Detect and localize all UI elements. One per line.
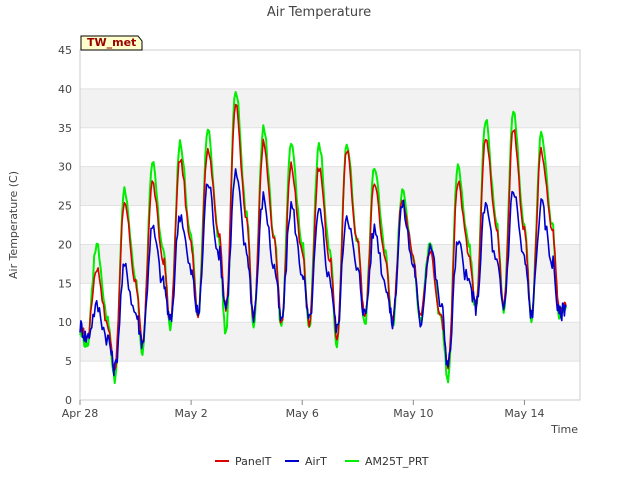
y-tick-label: 5 (65, 355, 72, 368)
series-line-panelt (79, 103, 567, 372)
legend-label: PanelT (235, 455, 272, 468)
y-axis-label: Air Temperature (C) (7, 171, 20, 279)
x-axis-label: Time (550, 423, 578, 436)
station-label: TW_met (87, 36, 136, 49)
x-axis-ticks: Apr 28 May 2 May 6 May 10 May 14 (62, 400, 545, 420)
y-tick-label: 35 (58, 122, 72, 135)
legend-label: AirT (305, 455, 327, 468)
chart-title: Air Temperature (267, 5, 371, 20)
x-tick-label: May 2 (174, 407, 207, 420)
y-tick-label: 45 (58, 44, 72, 57)
y-tick-label: 0 (65, 394, 72, 407)
legend: PanelT AirT AM25T_PRT (215, 455, 429, 468)
band (80, 127, 580, 167)
band (80, 88, 580, 128)
series-line-airt (79, 168, 567, 377)
x-tick-label: May 10 (393, 407, 433, 420)
band (80, 283, 580, 323)
band (80, 166, 580, 206)
background-bands (80, 50, 580, 400)
band (80, 322, 580, 362)
station-label-box: TW_met (80, 35, 143, 51)
band (80, 50, 580, 89)
x-tick-label: May 14 (504, 407, 544, 420)
y-tick-label: 20 (58, 238, 72, 251)
x-tick-label: May 6 (286, 407, 319, 420)
x-tick-label: Apr 28 (62, 407, 99, 420)
legend-label: AM25T_PRT (365, 455, 429, 468)
y-tick-label: 10 (58, 316, 72, 329)
y-tick-label: 15 (58, 277, 72, 290)
y-tick-label: 40 (58, 83, 72, 96)
y-tick-label: 25 (58, 200, 72, 213)
series-lines (79, 91, 568, 385)
plot-frame (79, 49, 581, 401)
band (80, 361, 580, 400)
y-axis-ticks: 0 5 10 15 20 25 30 35 40 45 (58, 44, 72, 407)
y-tick-label: 30 (58, 161, 72, 174)
